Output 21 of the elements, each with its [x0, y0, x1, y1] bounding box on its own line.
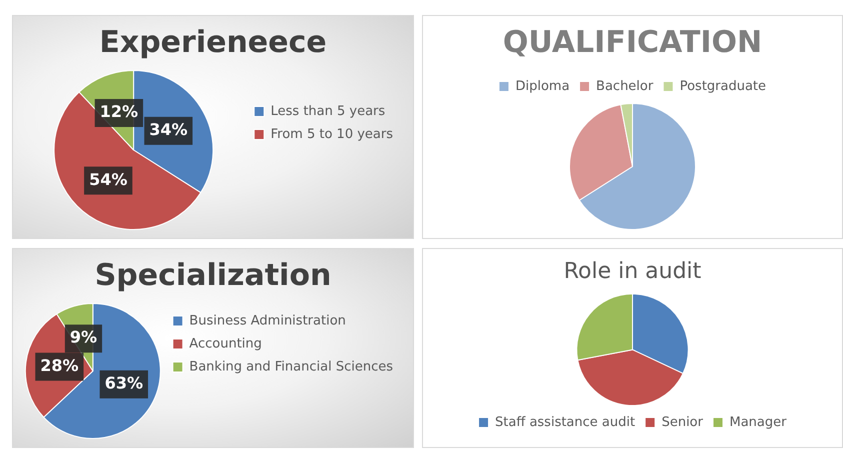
legend-label: Postgraduate	[680, 78, 766, 94]
legend-label: Senior	[662, 414, 704, 430]
data-label: 28%	[40, 356, 79, 375]
data-label: 63%	[104, 374, 144, 393]
chart-title: Specialization	[94, 258, 332, 293]
data-label: 34%	[149, 120, 188, 140]
legend-label: Less than 5 years	[270, 104, 386, 119]
legend-label: Accounting	[189, 336, 262, 352]
data-label: 54%	[89, 170, 128, 189]
legend-label: Bachelor	[596, 78, 654, 94]
data-label: 12%	[100, 102, 138, 122]
chart-title: Role in audit	[564, 258, 702, 284]
legend-label: Diploma	[515, 78, 570, 94]
legend-label: Banking and Financial Sciences	[189, 359, 394, 374]
legend-label: From 5 to 10 years	[270, 126, 394, 142]
chart-title: Experieneece	[99, 24, 327, 60]
data-label: 9%	[70, 328, 98, 347]
chart-title: QUALIFICATION	[502, 24, 762, 60]
legend-label: Staff assistance audit	[495, 414, 636, 430]
legend-label: Business Administration	[189, 313, 346, 328]
legend-label: Manager	[729, 414, 788, 430]
